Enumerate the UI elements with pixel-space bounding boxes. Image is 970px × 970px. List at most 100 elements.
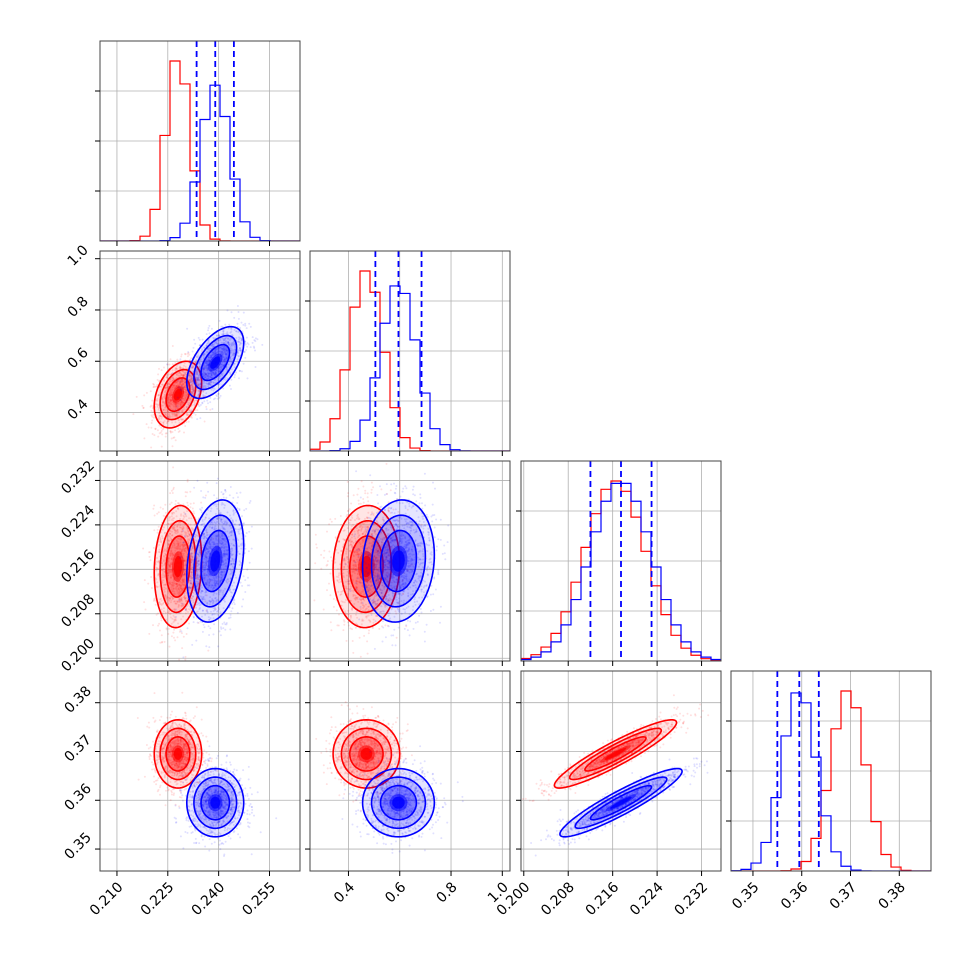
scatter-point (233, 344, 236, 347)
scatter-point (174, 403, 176, 406)
scatter-point (231, 334, 234, 337)
scatter-point (173, 529, 176, 532)
scatter-point (191, 507, 194, 510)
scatter-point (169, 373, 172, 376)
scatter-point (205, 363, 208, 366)
scatter-point (190, 567, 193, 570)
scatter-point (226, 333, 229, 336)
scatter-point (185, 413, 188, 416)
scatter-point (197, 356, 200, 358)
scatter-point (153, 514, 156, 517)
scatter-point (362, 501, 365, 504)
scatter-point (174, 405, 177, 408)
scatter-point (174, 402, 177, 405)
scatter-point (165, 386, 168, 389)
scatter-point (169, 553, 172, 556)
scatter-point (163, 564, 166, 567)
scatter-point (190, 573, 193, 576)
scatter-point (198, 362, 201, 365)
scatter-point (170, 501, 173, 504)
scatter-point (142, 407, 145, 409)
scatter-point (214, 372, 217, 375)
scatter-point (206, 360, 209, 363)
scatter-point (168, 400, 171, 403)
scatter-point (187, 588, 190, 591)
scatter-point (152, 382, 155, 385)
scatter-point (162, 384, 165, 387)
scatter-point (207, 376, 210, 378)
scatter-point (161, 569, 163, 571)
scatter-point (190, 558, 193, 561)
scatter-point (196, 378, 199, 381)
scatter-point (163, 380, 166, 382)
scatter-point (218, 350, 221, 353)
scatter-point (172, 581, 174, 584)
scatter-point (201, 373, 204, 376)
scatter-point (176, 528, 179, 531)
scatter-point (188, 533, 191, 536)
scatter-point (225, 368, 228, 371)
scatter-point (248, 501, 251, 504)
scatter-point (174, 499, 177, 502)
scatter-point (164, 511, 167, 514)
scatter-point (174, 405, 177, 408)
scatter-point (168, 404, 171, 407)
scatter-point (183, 596, 186, 599)
scatter-point (160, 604, 163, 606)
scatter-point (189, 537, 192, 540)
scatter-point (206, 531, 209, 534)
scatter-point (162, 421, 165, 424)
scatter-point (181, 578, 184, 581)
scatter-point (220, 351, 223, 354)
scatter-point (173, 608, 176, 611)
scatter-point (242, 311, 245, 314)
scatter-point (177, 405, 180, 408)
scatter-point (352, 651, 355, 654)
scatter-point (176, 546, 179, 549)
scatter-point (232, 341, 235, 343)
scatter-point (204, 384, 207, 387)
scatter-point (239, 332, 242, 335)
scatter-point (215, 482, 218, 485)
panel-frame (99, 250, 301, 452)
scatter-point (222, 496, 225, 499)
scatter-point (171, 534, 174, 537)
scatter-point (171, 527, 174, 530)
scatter-point (208, 349, 211, 352)
scatter-point (211, 408, 214, 410)
scatter-point (189, 582, 192, 584)
scatter-point (197, 384, 200, 387)
scatter-point (236, 358, 239, 361)
scatter-point (194, 413, 197, 416)
scatter-point (186, 546, 189, 549)
scatter-point (199, 390, 201, 393)
scatter-point (175, 532, 178, 535)
scatter-point (212, 381, 215, 384)
scatter-point (178, 384, 181, 387)
scatter-point (224, 352, 227, 354)
scatter-point (216, 342, 219, 345)
scatter-point (182, 374, 185, 377)
scatter-point (215, 394, 218, 397)
panel-1-0 (95, 250, 301, 456)
scatter-point (200, 511, 203, 514)
scatter-point (223, 358, 226, 361)
scatter-point (190, 561, 193, 564)
scatter-point (171, 388, 174, 391)
scatter-point (180, 583, 183, 586)
scatter-point (218, 366, 221, 369)
scatter-point (178, 383, 181, 386)
scatter-point (222, 364, 224, 367)
scatter-point (192, 389, 195, 392)
scatter-point (189, 506, 192, 509)
scatter-point (181, 588, 184, 591)
scatter-point (212, 387, 215, 390)
scatter-point (194, 361, 197, 364)
scatter-point (218, 630, 221, 633)
scatter-point (204, 494, 207, 497)
scatter-point (179, 591, 182, 594)
scatter-point (172, 587, 175, 590)
scatter-point (205, 350, 208, 353)
scatter-point (222, 387, 225, 390)
scatter-point (202, 385, 205, 388)
